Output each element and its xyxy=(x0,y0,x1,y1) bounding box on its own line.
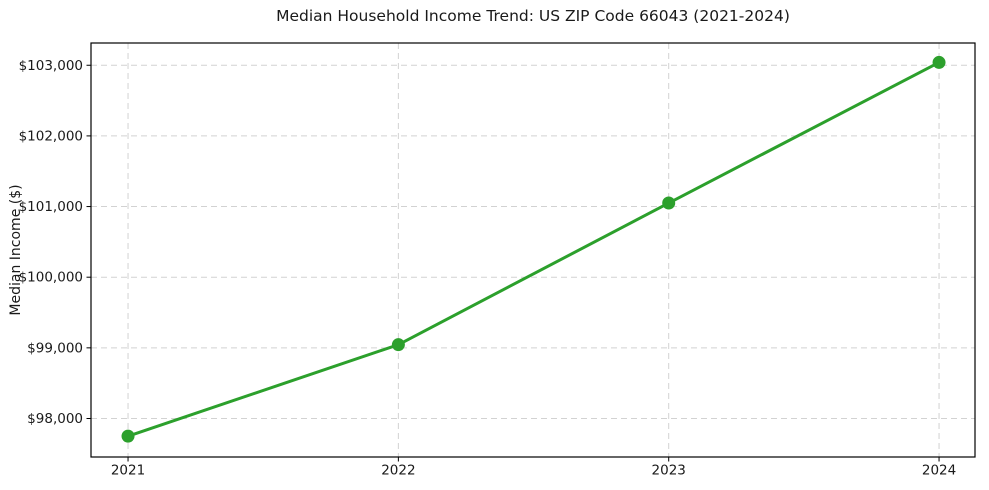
data-point-marker xyxy=(391,338,405,352)
trend-line-series xyxy=(121,55,946,443)
data-point-marker xyxy=(662,196,676,210)
plot-frame xyxy=(90,42,976,458)
x-tick-label: 2023 xyxy=(652,463,686,479)
chart-title: Median Household Income Trend: US ZIP Co… xyxy=(276,7,790,25)
y-tick-label: $98,000 xyxy=(27,411,83,427)
y-tick-label: $102,000 xyxy=(19,128,83,144)
y-tick-label: $99,000 xyxy=(27,340,83,356)
y-tick-label: $101,000 xyxy=(19,199,83,215)
y-tick-label: $103,000 xyxy=(19,58,83,74)
x-tick-label: 2024 xyxy=(922,463,956,479)
gridlines xyxy=(91,43,975,457)
x-tick-label: 2021 xyxy=(111,463,145,479)
axis-ticks: $98,000 $99,000 $100,000 $101,000 $102,000 $1… xyxy=(19,58,957,479)
x-tick-label: 2022 xyxy=(381,463,415,479)
data-point-marker xyxy=(932,55,946,69)
y-axis-label: Median Income ($) xyxy=(8,184,24,315)
data-point-marker xyxy=(121,429,135,443)
trend-line xyxy=(126,60,941,438)
y-tick-label: $100,000 xyxy=(19,270,83,286)
